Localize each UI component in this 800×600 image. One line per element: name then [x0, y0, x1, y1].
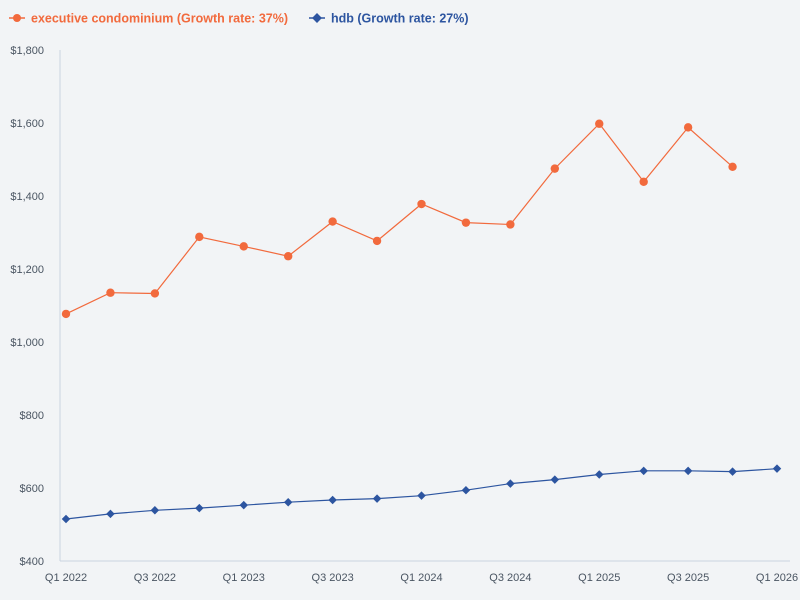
legend: executive condominium (Growth rate: 37%)… [9, 12, 469, 26]
x-tick-label: Q1 2025 [578, 572, 620, 584]
data-point[interactable] [61, 514, 71, 524]
x-tick-label: Q3 2024 [489, 572, 531, 584]
y-tick-label: $1,200 [10, 264, 44, 276]
data-point[interactable] [239, 242, 248, 251]
data-point[interactable] [106, 509, 115, 519]
x-tick-label: Q1 2022 [45, 572, 87, 584]
data-point[interactable] [506, 220, 515, 229]
data-point[interactable] [195, 503, 204, 513]
data-point[interactable] [550, 164, 560, 173]
data-point[interactable] [683, 466, 693, 476]
data-point[interactable] [195, 232, 204, 242]
y-tick-label: $1,000 [10, 337, 44, 349]
data-point[interactable] [283, 497, 293, 507]
data-point[interactable] [417, 491, 426, 500]
series-0 [61, 119, 737, 319]
x-tick-label: Q3 2025 [667, 572, 709, 584]
data-point[interactable] [595, 119, 604, 128]
series-1 [61, 464, 782, 524]
data-point[interactable] [506, 479, 515, 488]
data-point[interactable] [372, 236, 382, 246]
data-point[interactable] [728, 162, 737, 171]
data-point[interactable] [639, 466, 648, 476]
x-tick-label: Q1 2024 [400, 572, 442, 584]
data-point[interactable] [550, 475, 560, 484]
data-point[interactable] [239, 500, 248, 510]
legend-label-hdb: hdb (Growth rate: 27%) [331, 12, 469, 26]
legend-marker-ec-circle [13, 14, 21, 22]
x-axis-ticks: Q1 2022 Q3 2022 Q1 2023 Q3 2023 Q1 2024 Q3 20… [45, 572, 798, 584]
data-point[interactable] [150, 289, 160, 298]
data-point[interactable] [461, 485, 471, 495]
data-point[interactable] [683, 123, 693, 132]
data-point[interactable] [372, 494, 382, 503]
data-point[interactable] [150, 506, 160, 515]
x-tick-label: Q3 2022 [134, 572, 176, 584]
legend-item-hdb[interactable]: hdb (Growth rate: 27%) [309, 12, 469, 26]
y-tick-label: $1,400 [10, 191, 44, 203]
legend-item-executive-condominium[interactable]: executive condominium (Growth rate: 37%) [9, 12, 288, 26]
y-axis-ticks: $400 $600 $800 $1,000 $1,200 $1,400 $1,600 $1,8… [10, 45, 44, 568]
y-tick-label: $800 [20, 410, 44, 422]
data-point[interactable] [461, 218, 471, 227]
data-point[interactable] [283, 252, 293, 261]
data-point[interactable] [595, 470, 604, 479]
y-tick-label: $600 [20, 483, 44, 495]
data-point[interactable] [772, 464, 782, 473]
y-tick-label: $400 [20, 556, 44, 568]
data-point[interactable] [328, 217, 337, 226]
data-point[interactable] [328, 495, 337, 505]
legend-label-ec: executive condominium (Growth rate: 37%) [31, 12, 288, 26]
data-point[interactable] [417, 199, 426, 209]
data-point[interactable] [728, 467, 737, 476]
series-line [65, 122, 733, 315]
y-tick-label: $1,800 [10, 45, 44, 57]
y-tick-label: $1,600 [10, 118, 44, 130]
legend-marker-hdb-diamond [312, 13, 322, 23]
x-tick-label: Q1 2026 [756, 572, 798, 584]
x-tick-label: Q1 2023 [223, 572, 265, 584]
data-point[interactable] [639, 177, 648, 186]
series-layer [61, 119, 782, 524]
x-tick-label: Q3 2023 [312, 572, 354, 584]
data-point[interactable] [61, 309, 71, 319]
data-point[interactable] [106, 288, 115, 297]
